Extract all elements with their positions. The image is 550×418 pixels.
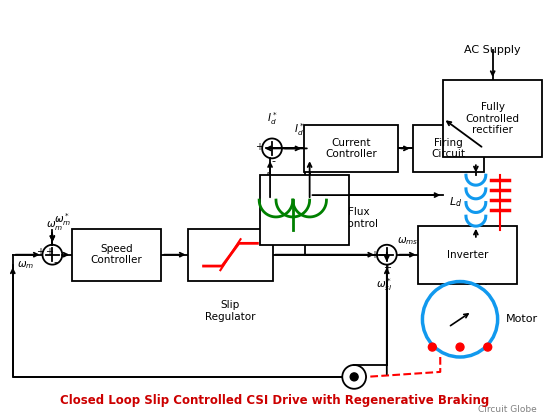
Text: $\omega_{ms}$: $\omega_{ms}$ <box>397 235 419 247</box>
Bar <box>304 125 398 172</box>
Bar <box>189 229 273 280</box>
Text: Firing
Circuit: Firing Circuit <box>431 138 465 159</box>
Text: -: - <box>271 156 275 166</box>
Text: $I^*_d$: $I^*_d$ <box>267 110 277 127</box>
Text: $I_d$: $I_d$ <box>481 238 491 252</box>
Text: $\omega^*_m$: $\omega^*_m$ <box>54 211 72 228</box>
Text: Flux
Control: Flux Control <box>340 207 378 229</box>
Text: $\omega_m$: $\omega_m$ <box>17 259 35 270</box>
Text: +: + <box>370 250 378 260</box>
Text: $\omega^*_m$: $\omega^*_m$ <box>46 216 63 233</box>
Text: $I_d$: $I_d$ <box>265 170 275 184</box>
Text: $I^*_d$: $I^*_d$ <box>294 122 305 138</box>
Text: Fully
Controlled
rectifier: Fully Controlled rectifier <box>466 102 520 135</box>
Text: -: - <box>53 257 57 267</box>
Text: +: + <box>255 143 263 153</box>
Bar <box>260 175 349 245</box>
Text: $\omega^*_{sl}$: $\omega^*_{sl}$ <box>316 231 333 248</box>
Bar <box>72 229 161 280</box>
Text: $\alpha$: $\alpha$ <box>492 133 502 146</box>
Bar <box>443 80 542 157</box>
Text: +: + <box>36 247 45 257</box>
Circle shape <box>350 373 358 381</box>
Text: Motor: Motor <box>505 314 538 324</box>
Text: +: + <box>46 247 53 257</box>
Text: Closed Loop Slip Controlled CSI Drive with Regenerative Braking: Closed Loop Slip Controlled CSI Drive wi… <box>60 394 490 407</box>
Text: Current
Controller: Current Controller <box>325 138 377 159</box>
Text: Inverter: Inverter <box>447 250 488 260</box>
Text: Circuit Globe: Circuit Globe <box>478 405 537 414</box>
Text: +: + <box>383 263 391 273</box>
Text: $I_d$: $I_d$ <box>329 180 339 194</box>
Text: $L_d$: $L_d$ <box>449 196 462 209</box>
Circle shape <box>484 343 492 351</box>
Text: AC Supply: AC Supply <box>464 45 521 55</box>
Text: $I_d$: $I_d$ <box>267 176 277 190</box>
Text: Speed
Controller: Speed Controller <box>91 244 142 265</box>
Circle shape <box>428 343 436 351</box>
Circle shape <box>456 343 464 351</box>
Bar <box>419 226 518 283</box>
Bar <box>412 125 484 172</box>
Text: Slip
Regulator: Slip Regulator <box>205 301 256 322</box>
Text: $\omega^*_{sl}$: $\omega^*_{sl}$ <box>376 277 392 293</box>
